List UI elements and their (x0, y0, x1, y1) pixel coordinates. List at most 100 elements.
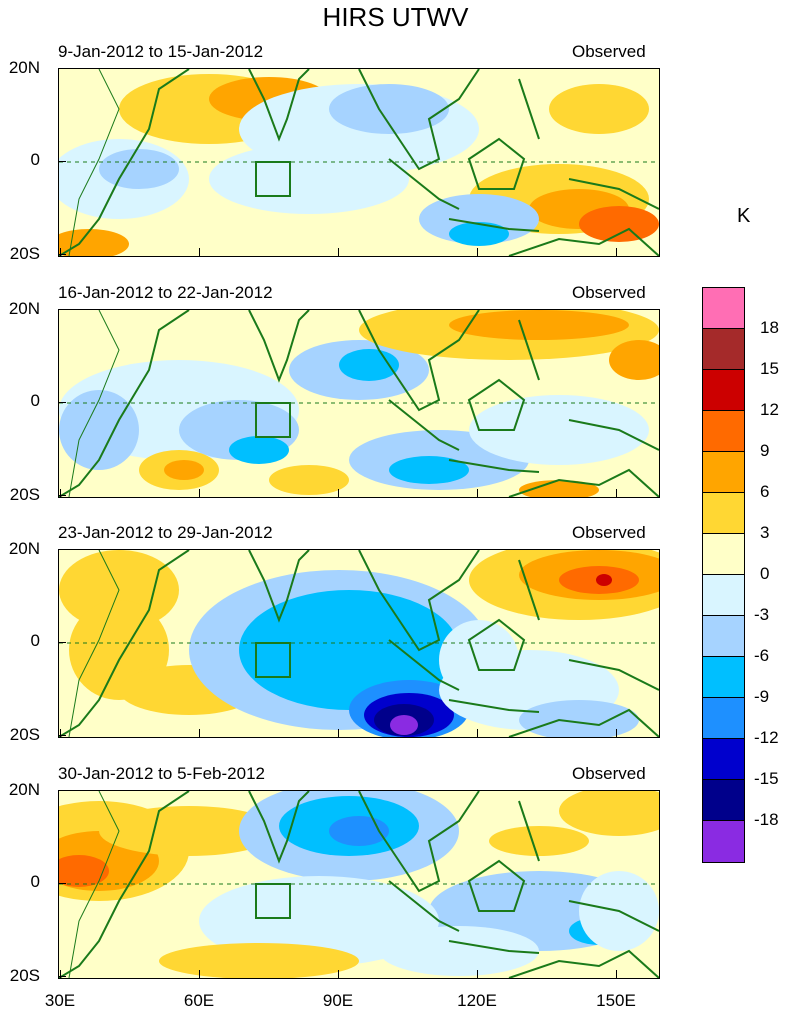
coastline-borneo (467, 618, 526, 671)
colorbar-swatch-8 (703, 616, 744, 657)
coastline-southeast-asia (358, 69, 480, 171)
map-panel-2 (58, 309, 660, 498)
coastline-new-guinea (568, 178, 659, 210)
colorbar-label-2: 12 (760, 400, 779, 419)
colorbar-label-9: -9 (754, 687, 770, 706)
anomaly-region (269, 465, 349, 495)
coastline-philippines (518, 800, 540, 862)
anomaly-region (239, 590, 459, 710)
coastline-borneo (467, 859, 526, 912)
anomaly-region (329, 84, 449, 134)
colorbar-swatch-1 (703, 329, 744, 370)
anomaly-region (519, 480, 599, 497)
panel-4-date: 30-Jan-2012 to 5-Feb-2012 (58, 764, 265, 783)
lon-tick (60, 729, 61, 737)
lon-label-30e: 30E (44, 991, 76, 1010)
border-africa (68, 310, 120, 497)
colorbar-swatch-4 (703, 452, 744, 493)
coastline-new-guinea (568, 419, 659, 451)
lat-tick (58, 790, 66, 791)
anomaly-region (209, 144, 409, 214)
anomaly-region (389, 456, 469, 484)
anomaly-region (559, 791, 659, 836)
study-region-box (255, 161, 291, 197)
lat-tick (58, 642, 66, 643)
lon-tick (477, 729, 478, 737)
panel-4-lat-equator: 0 (30, 872, 40, 891)
lon-tick (616, 970, 617, 978)
coastline-new-guinea (568, 659, 659, 691)
lon-tick (60, 489, 61, 497)
lon-tick (338, 729, 339, 737)
panel-3-lat-south: 20S (9, 725, 40, 744)
colorbar-label-0: 18 (760, 318, 779, 337)
colorbar-swatch-6 (703, 534, 744, 575)
coastline-new-guinea (568, 900, 659, 932)
panel-2-date: 16-Jan-2012 to 22-Jan-2012 (58, 283, 273, 302)
colorbar-swatch-5 (703, 493, 744, 534)
panel-4-lat-north: 20N (8, 780, 40, 799)
anomaly-region (229, 436, 289, 464)
panel-4-label: Observed (572, 764, 646, 783)
coastline-australia (508, 227, 659, 256)
study-region-box (255, 642, 291, 678)
coastline-africa (59, 310, 190, 497)
lon-tick (477, 248, 478, 256)
lon-tick (477, 970, 478, 978)
anomaly-region (489, 826, 589, 856)
lon-tick (199, 729, 200, 737)
anomaly-region (99, 149, 179, 189)
lon-tick (60, 970, 61, 978)
colorbar-swatch-2 (703, 370, 744, 411)
coastline-australia (508, 708, 659, 737)
study-region-box (255, 883, 291, 919)
coastline-india (248, 550, 310, 623)
panel-2-label: Observed (572, 283, 646, 302)
lon-tick (616, 248, 617, 256)
map-panel-1 (58, 68, 660, 257)
coastline-africa (59, 69, 190, 256)
colorbar (702, 287, 745, 863)
anomaly-region (329, 816, 389, 846)
lon-label-60e: 60E (183, 991, 215, 1010)
anomaly-region (59, 855, 109, 887)
lat-tick (58, 883, 66, 884)
coastline-africa (59, 791, 190, 978)
colorbar-label-6: 0 (760, 564, 770, 583)
lat-tick (58, 495, 66, 496)
anomaly-region (59, 390, 139, 470)
anomaly-region (579, 206, 659, 242)
lon-label-120e: 120E (457, 991, 497, 1010)
anomaly-region (609, 340, 659, 380)
panel-1-date: 9-Jan-2012 to 15-Jan-2012 (58, 42, 264, 61)
coastline-southeast-asia (358, 550, 480, 652)
coastline-southeast-asia (358, 310, 480, 412)
panel-2-lat-north: 20N (8, 299, 40, 318)
coastline-sumatra (388, 639, 460, 691)
lon-tick (477, 489, 478, 497)
lon-tick (199, 489, 200, 497)
coastline-india (248, 791, 310, 864)
lon-tick (60, 248, 61, 256)
study-region-box (255, 402, 291, 438)
map-panel-2-svg (59, 310, 659, 497)
lon-label-90e: 90E (322, 991, 354, 1010)
colorbar-label-3: 9 (760, 441, 770, 460)
unit-label: K (737, 205, 751, 227)
lon-tick (616, 489, 617, 497)
lon-tick (338, 248, 339, 256)
coastline-sumatra (388, 880, 460, 932)
map-panel-4 (58, 790, 660, 979)
lat-tick (58, 161, 66, 162)
colorbar-swatch-13 (703, 821, 744, 862)
panel-3-lat-equator: 0 (30, 631, 40, 650)
border-africa (68, 69, 120, 256)
anomaly-region (519, 700, 639, 737)
coastline-borneo (467, 137, 526, 190)
coastline-java (448, 459, 540, 473)
colorbar-swatch-3 (703, 411, 744, 452)
colorbar-label-4: 6 (760, 482, 770, 501)
coastline-africa (59, 550, 190, 737)
panel-3-date: 23-Jan-2012 to 29-Jan-2012 (58, 523, 273, 542)
colorbar-swatch-9 (703, 657, 744, 698)
